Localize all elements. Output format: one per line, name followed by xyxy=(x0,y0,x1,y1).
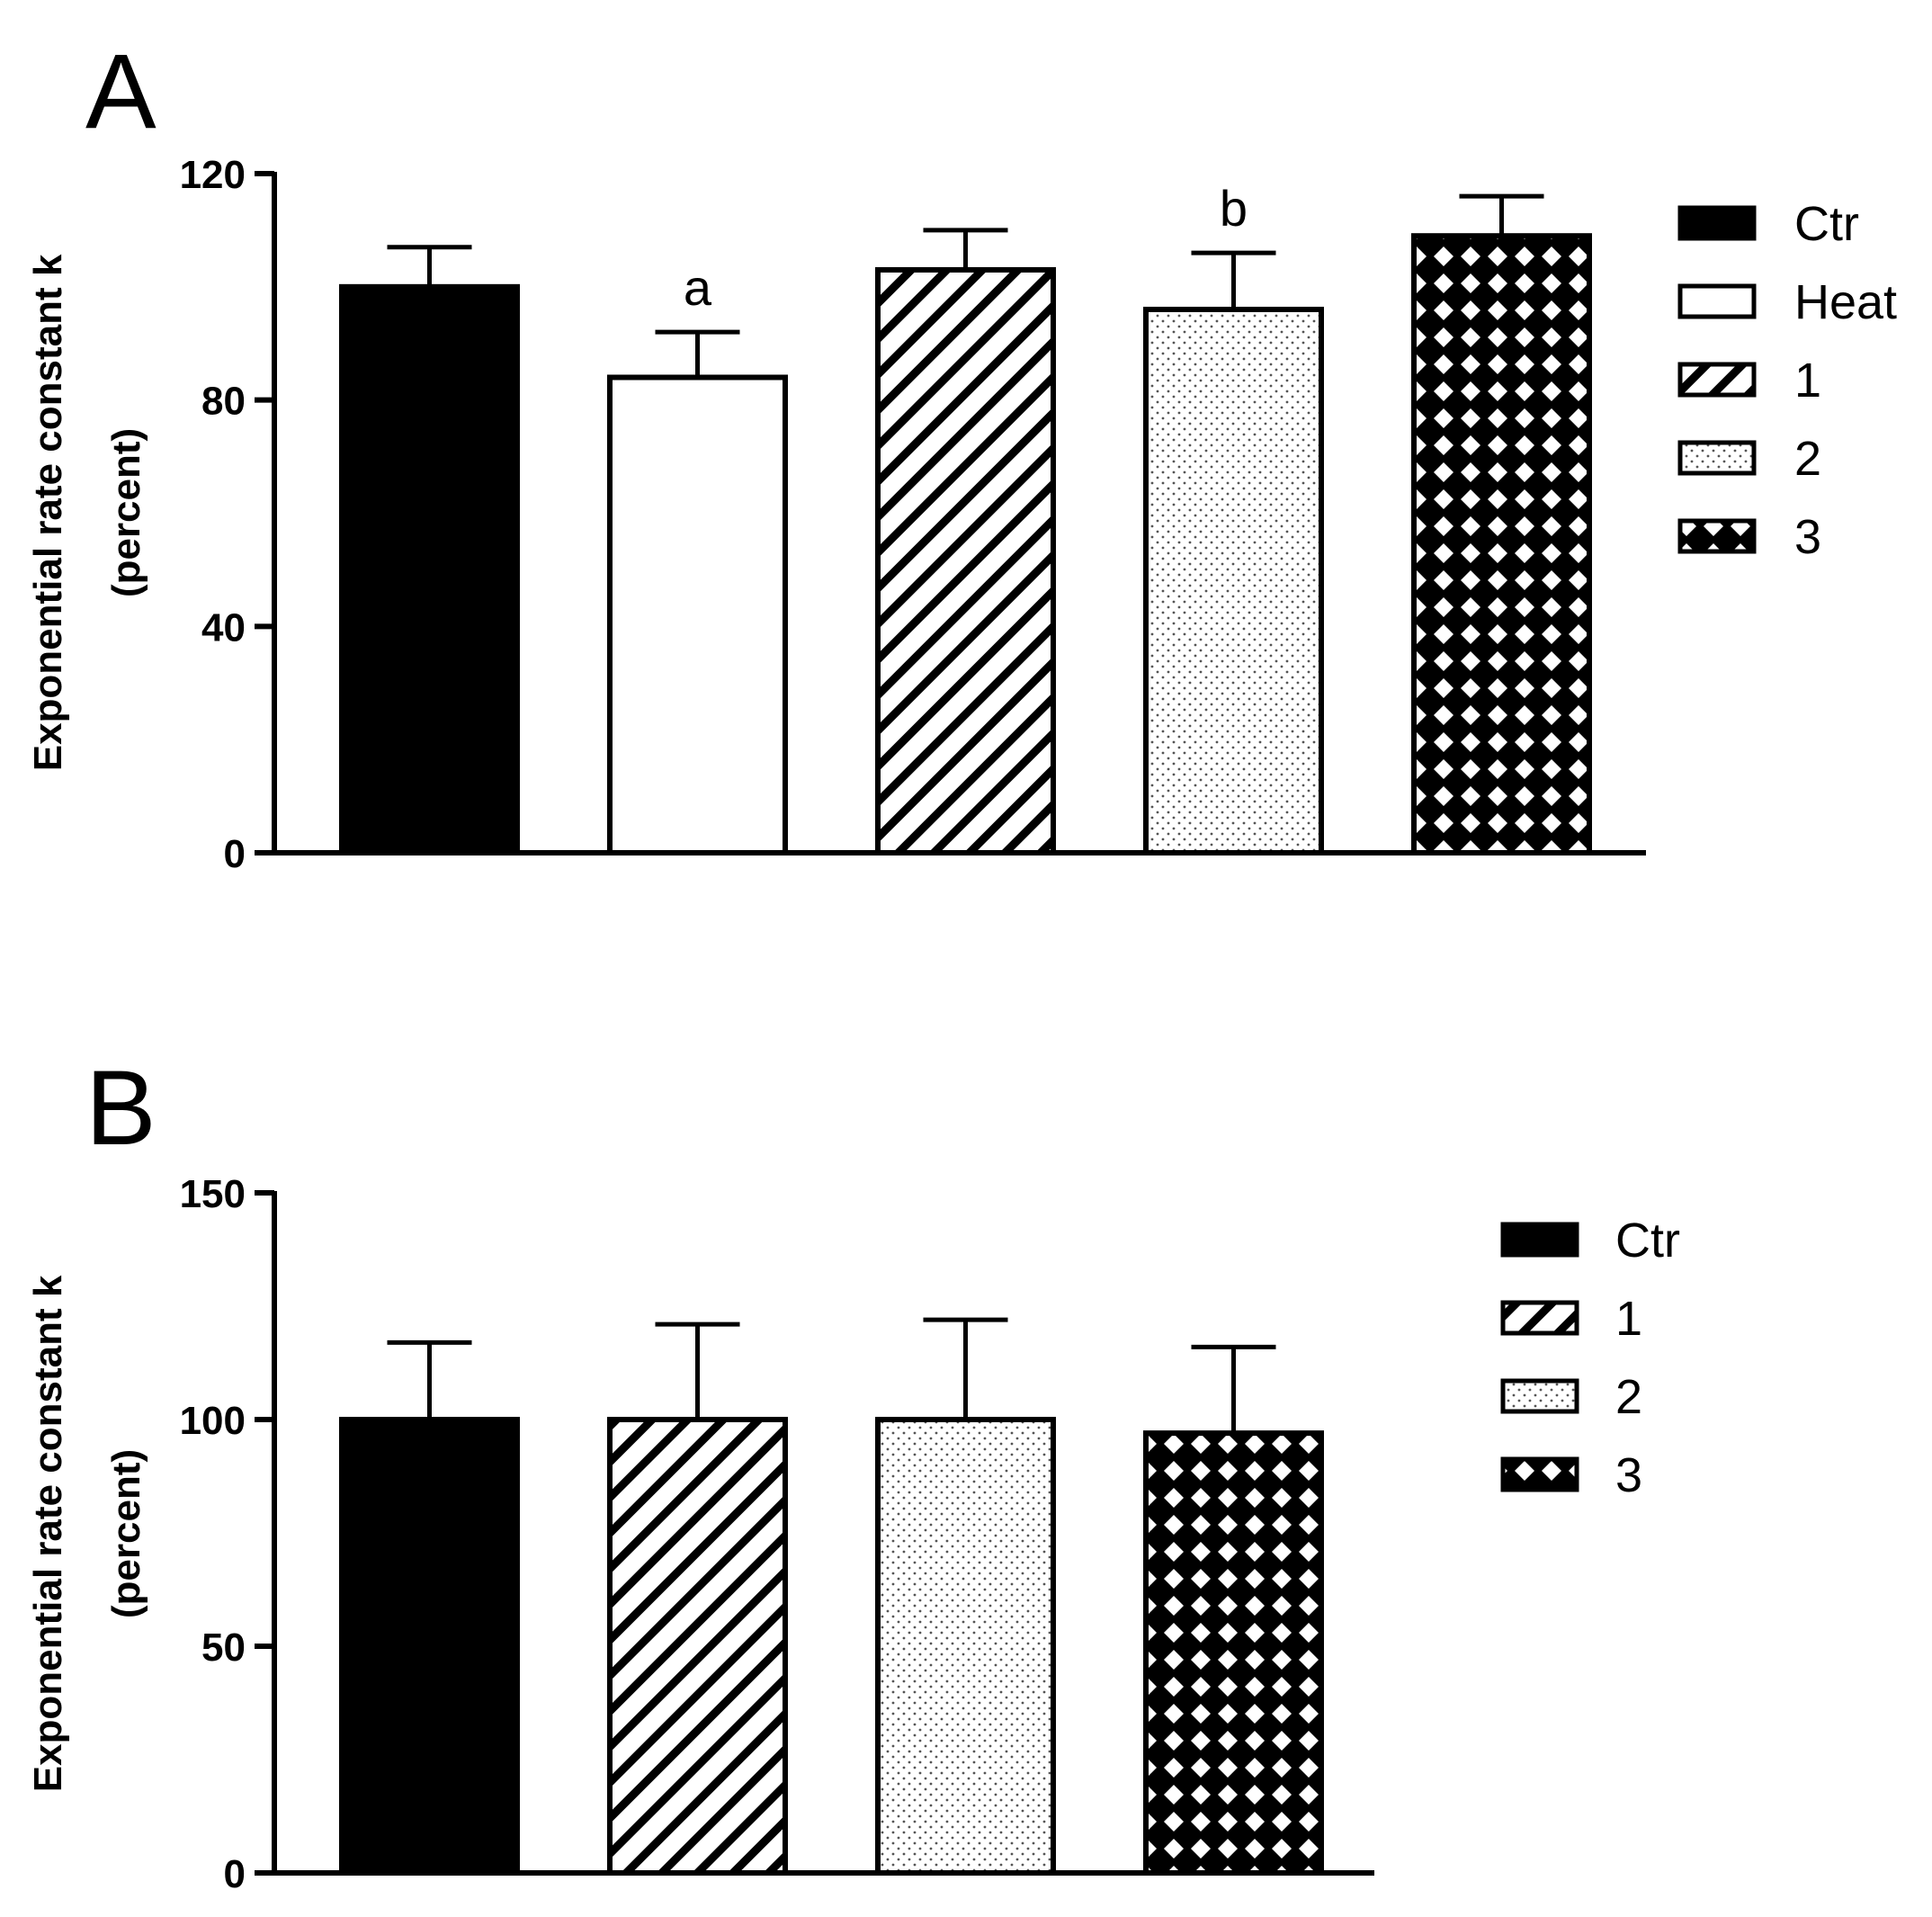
y-tick-label: 0 xyxy=(224,1852,246,1896)
legend-swatch-1 xyxy=(1500,1300,1579,1336)
bar-2 xyxy=(875,1417,1056,1876)
panel-label: A xyxy=(85,32,157,151)
legend-swatch-Ctr xyxy=(1677,205,1757,241)
legend-swatch-2 xyxy=(1677,440,1757,476)
legend-label-Heat: Heat xyxy=(1794,275,1897,329)
y-tick-label: 100 xyxy=(180,1399,246,1443)
y-tick-label: 0 xyxy=(224,832,246,876)
bar-3 xyxy=(1143,1430,1324,1876)
y-axis-title-line2: (percent) xyxy=(104,428,148,597)
significance-label: b xyxy=(1220,180,1248,237)
bar-1 xyxy=(607,1417,788,1876)
y-tick-label: 40 xyxy=(201,605,246,649)
y-tick-label: 50 xyxy=(201,1626,246,1670)
bar-Heat xyxy=(607,374,788,855)
bar-1 xyxy=(875,266,1056,856)
legend-swatch-Ctr xyxy=(1500,1222,1579,1258)
legend-label-2: 2 xyxy=(1794,432,1821,486)
y-tick-label: 120 xyxy=(180,153,246,197)
y-axis-title-line2: (percent) xyxy=(104,1449,148,1618)
legend-label-3: 3 xyxy=(1615,1448,1642,1502)
legend-label-1: 1 xyxy=(1615,1292,1642,1346)
legend-swatch-1 xyxy=(1677,362,1757,398)
y-axis-title-line1: Exponential rate constant k xyxy=(26,1275,70,1792)
bar-Ctr xyxy=(339,1417,520,1876)
legend-swatch-3 xyxy=(1500,1456,1579,1492)
bar-Ctr xyxy=(339,283,520,856)
legend-swatch-Heat xyxy=(1677,283,1757,319)
bar-3 xyxy=(1411,233,1592,856)
legend-label-3: 3 xyxy=(1794,510,1821,564)
bar-2 xyxy=(1143,307,1324,855)
panel-b: B Exponential rate constant k (percent) 0 50… xyxy=(26,1049,1680,1896)
legend-label-Ctr: Ctr xyxy=(1794,197,1859,251)
y-tick-label: 150 xyxy=(180,1172,246,1216)
legend-swatch-2 xyxy=(1500,1378,1579,1414)
legend-label-Ctr: Ctr xyxy=(1615,1214,1680,1268)
panel-a: A Exponential rate constant k (percent) a b 0… xyxy=(26,32,1897,876)
y-tick-label: 80 xyxy=(201,380,246,424)
legend-swatch-3 xyxy=(1677,518,1757,554)
significance-label: a xyxy=(684,259,712,316)
panel-label: B xyxy=(85,1049,157,1168)
legend-label-2: 2 xyxy=(1615,1370,1642,1424)
y-axis-title-line1: Exponential rate constant k xyxy=(26,254,70,771)
legend-label-1: 1 xyxy=(1794,354,1821,408)
